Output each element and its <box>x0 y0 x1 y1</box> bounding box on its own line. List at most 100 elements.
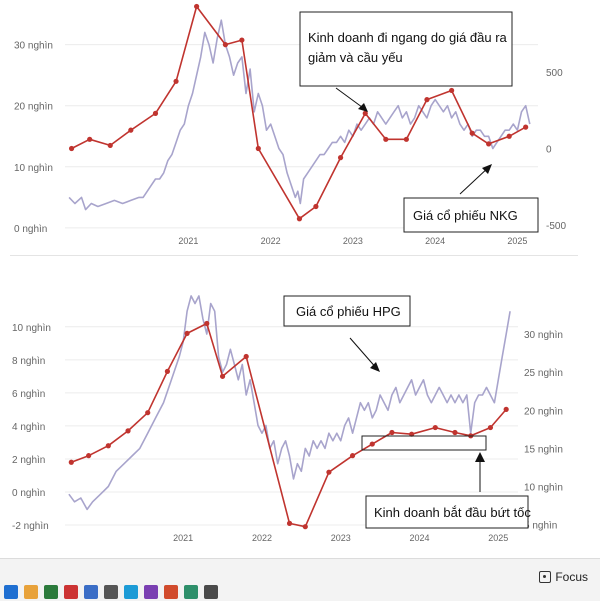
app-icon[interactable] <box>204 585 218 599</box>
left-tick-label: 8 nghìn <box>12 356 45 367</box>
focus-button[interactable]: Focus <box>539 567 588 587</box>
chart-hpg-panel: -2 nghìn 0 nghìn 2 nghìn 4 nghìn 6 nghìn 8 ng… <box>10 290 578 548</box>
left-tick-label: 6 nghìn <box>12 389 45 400</box>
business-data-point <box>313 203 319 210</box>
business-data-point <box>204 320 210 327</box>
taskbar: Focus <box>0 558 600 601</box>
x-tick-label: 2022 <box>252 533 272 543</box>
x-tick-label: 2021 <box>178 236 198 246</box>
business-data-point <box>164 368 171 374</box>
annotation-arrowhead <box>358 103 368 112</box>
business-data-point <box>337 155 344 161</box>
right-tick-label: 25 nghìn <box>524 368 563 379</box>
business-data-point <box>452 429 458 436</box>
business-data-point <box>469 130 475 136</box>
business-data-point <box>68 145 75 152</box>
x-tick-label: 2021 <box>173 533 193 543</box>
business-data-point <box>152 110 159 116</box>
app-icon[interactable] <box>104 585 118 599</box>
business-series-line <box>71 322 507 528</box>
series-layer <box>68 295 511 530</box>
business-data-point <box>506 133 512 139</box>
left-axis-ticks: -2 nghìn 0 nghìn 2 nghìn 4 nghìn 6 nghìn 8 ng… <box>12 323 51 532</box>
app-icon[interactable] <box>144 585 158 599</box>
right-tick-label: 10 nghìn <box>524 483 563 494</box>
business-data-point <box>403 136 409 142</box>
left-tick-label: 30 nghìn <box>14 41 53 52</box>
business-data-point <box>194 3 200 10</box>
business-data-point <box>349 453 356 459</box>
x-tick-label: 2024 <box>425 236 445 246</box>
folder-icon[interactable] <box>24 585 38 599</box>
business-data-point <box>184 330 190 336</box>
business-data-point <box>409 431 415 437</box>
business-data-point <box>173 78 179 84</box>
annotation-text-line1: Kinh doanh đi ngang do giá đầu ra giảm v… <box>308 30 510 65</box>
business-data-point <box>222 42 229 48</box>
business-data-point <box>105 443 111 449</box>
business-data-point <box>362 110 368 116</box>
x-tick-label: 2023 <box>343 236 363 246</box>
business-data-point <box>503 406 509 412</box>
business-data-point <box>383 136 389 142</box>
left-tick-label: 0 nghìn <box>14 224 47 235</box>
app-icon[interactable] <box>84 585 98 599</box>
app-icon[interactable] <box>64 585 78 599</box>
series-layer <box>68 3 531 222</box>
right-tick-label: 5 nghìn <box>524 521 557 532</box>
business-data-point <box>107 142 113 149</box>
right-tick-label: 500 <box>546 68 563 79</box>
right-tick-label: -500 <box>546 221 566 232</box>
price-series-line <box>68 295 511 511</box>
business-data-point <box>255 145 261 152</box>
business-data-point <box>486 141 492 147</box>
business-data-point <box>239 37 245 43</box>
x-tick-label: 2025 <box>488 533 508 543</box>
taskbar-apps <box>4 585 218 601</box>
annotation-box <box>403 197 539 233</box>
x-tick-label: 2024 <box>410 533 430 543</box>
business-data-point <box>286 520 293 526</box>
focus-label: Focus <box>555 570 588 584</box>
business-data-point <box>424 97 430 103</box>
business-data-point <box>145 410 151 416</box>
price-series-line <box>68 19 531 211</box>
annotation-arrowhead <box>482 164 492 174</box>
business-data-point <box>487 424 494 431</box>
left-tick-label: 10 nghìn <box>12 323 51 334</box>
app-icon[interactable] <box>184 585 198 599</box>
app-icon[interactable] <box>44 585 58 599</box>
right-axis-ticks: 5 nghìn 10 nghìn 15 nghìn 20 nghìn 25 nghìn 3… <box>524 330 563 532</box>
x-axis-ticks: 2021 2022 2023 2024 2025 <box>173 533 508 543</box>
right-tick-label: 15 nghìn <box>524 444 563 455</box>
left-tick-label: 4 nghìn <box>12 422 45 433</box>
annotation-arrowhead <box>370 362 380 372</box>
right-tick-label: 0 <box>546 144 552 155</box>
business-data-point <box>243 353 249 360</box>
annotation-box <box>283 295 411 327</box>
right-axis-ticks: -500 0 500 <box>546 68 566 232</box>
right-tick-label: 20 nghìn <box>524 406 563 417</box>
business-data-point <box>389 429 395 436</box>
business-data-point <box>128 127 134 133</box>
left-tick-label: 20 nghìn <box>14 102 53 113</box>
app-icon[interactable] <box>124 585 138 599</box>
x-tick-label: 2025 <box>507 236 527 246</box>
annotation-box <box>365 495 529 529</box>
app-icon[interactable] <box>4 585 18 599</box>
app-icon[interactable] <box>164 585 178 599</box>
business-data-point <box>87 136 93 142</box>
left-axis-ticks: 0 nghìn 10 nghìn 20 nghìn 30 nghìn <box>14 41 53 235</box>
left-tick-label: 2 nghìn <box>12 455 45 466</box>
chart-nkg: 0 nghìn 10 nghìn 20 nghìn 30 nghìn -500 0 500… <box>14 3 566 246</box>
business-data-point <box>449 87 455 94</box>
left-tick-label: 10 nghìn <box>14 163 53 174</box>
business-data-point <box>86 453 92 459</box>
business-data-point <box>432 424 438 431</box>
business-data-point <box>68 459 74 465</box>
focus-icon <box>539 571 552 583</box>
chart-hpg: -2 nghìn 0 nghìn 2 nghìn 4 nghìn 6 nghìn 8 ng… <box>12 295 563 543</box>
highlight-box <box>361 435 487 451</box>
right-tick-label: 30 nghìn <box>524 330 563 341</box>
annotation-text: Giá cổ phiếu HPG <box>296 304 401 319</box>
